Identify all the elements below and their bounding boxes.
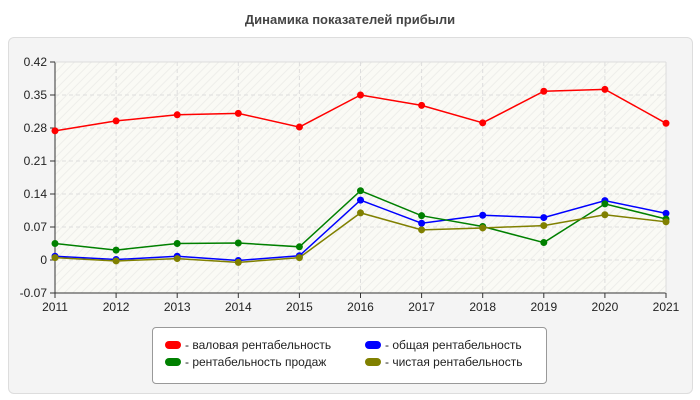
x-tick-label: 2012 [103, 300, 130, 314]
y-tick-label: 0.21 [24, 154, 48, 168]
y-tick-label: 0.42 [24, 55, 48, 69]
y-tick-label: 0 [40, 253, 47, 267]
data-point [357, 209, 364, 217]
data-point [51, 127, 59, 135]
legend-label: - чистая рентабельность [385, 355, 523, 369]
data-point [540, 222, 548, 230]
data-point [112, 246, 120, 254]
data-point [662, 209, 670, 217]
legend-item: - чистая рентабельность [365, 355, 522, 369]
data-point [418, 212, 426, 220]
x-tick-label: 2021 [653, 300, 680, 314]
x-tick-label: 2014 [225, 300, 252, 314]
data-point [540, 239, 548, 247]
data-point [418, 101, 426, 109]
legend-swatch [165, 341, 181, 349]
data-point [51, 254, 59, 262]
legend: - валовая рентабельность - общая рентабе… [152, 327, 547, 384]
data-point [418, 226, 426, 234]
data-point [295, 123, 303, 131]
legend-label: - рентабельность продаж [185, 355, 327, 369]
data-point [112, 257, 120, 265]
legend-item: - рентабельность продаж [165, 355, 326, 369]
data-point [540, 87, 548, 95]
x-tick-label: 2013 [164, 300, 191, 314]
data-point [295, 243, 303, 251]
data-point [601, 85, 609, 93]
legend-item: - валовая рентабельность [165, 338, 331, 352]
data-point [601, 211, 609, 219]
legend-label: - валовая рентабельность [185, 338, 332, 352]
data-point [418, 219, 426, 227]
data-point [601, 200, 609, 208]
data-point [479, 224, 487, 232]
data-point [357, 196, 364, 204]
y-tick-label: -0.07 [20, 286, 48, 300]
legend-label: - общая рентабельность [385, 338, 522, 352]
y-tick-label: 0.35 [24, 88, 48, 102]
data-point [173, 111, 181, 119]
data-point [540, 214, 548, 222]
y-tick-label: 0.14 [24, 187, 48, 201]
x-tick-label: 2020 [592, 300, 619, 314]
y-tick-label: 0.07 [24, 220, 48, 234]
data-point [234, 109, 242, 117]
x-tick-label: 2017 [408, 300, 435, 314]
chart-title: Динамика показателей прибыли [244, 12, 456, 27]
data-point [295, 254, 303, 262]
x-tick-label: 2011 [42, 300, 68, 314]
data-point [479, 119, 487, 127]
legend-item: - общая рентабельность [365, 338, 522, 352]
data-point [173, 255, 181, 263]
data-point [234, 258, 242, 266]
data-point [662, 119, 670, 127]
data-point [479, 211, 487, 219]
data-point [662, 218, 670, 226]
data-point [173, 240, 181, 247]
data-point [112, 117, 120, 125]
x-tick-label: 2016 [347, 300, 374, 314]
legend-swatch [365, 341, 381, 349]
data-point [357, 187, 364, 195]
legend-swatch [165, 358, 181, 366]
y-tick-label: 0.28 [24, 121, 48, 135]
data-point [234, 239, 242, 247]
x-tick-label: 2015 [286, 300, 313, 314]
legend-swatch [365, 358, 381, 366]
x-tick-label: 2018 [469, 300, 496, 314]
data-point [51, 240, 59, 247]
data-point [357, 91, 364, 99]
x-tick-label: 2019 [530, 300, 557, 314]
